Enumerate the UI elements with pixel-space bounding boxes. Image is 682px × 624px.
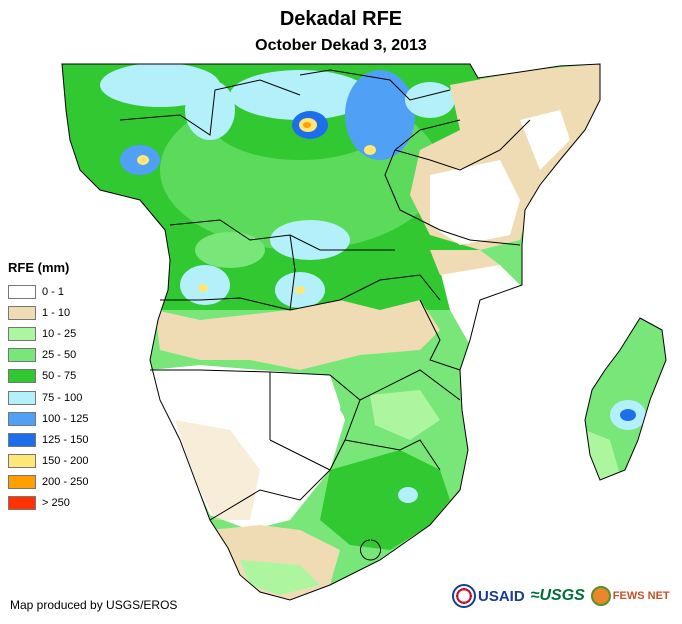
legend-label: 150 - 200: [42, 455, 89, 468]
legend-item: 125 - 150: [8, 429, 88, 450]
legend-item: 10 - 25: [8, 323, 88, 344]
legend-item: 1 - 10: [8, 302, 88, 323]
legend-swatch: [8, 326, 36, 341]
usgs-logo: ≈USGS: [530, 587, 585, 604]
legend-swatch: [8, 284, 36, 299]
legend-label: 75 - 100: [42, 391, 83, 404]
legend-title: RFE (mm): [8, 260, 70, 275]
legend-swatch: [8, 369, 36, 384]
legend-swatch: [8, 454, 36, 469]
fews-globe-icon: [590, 586, 611, 606]
legend-label: 100 - 125: [42, 412, 89, 425]
legend-item: 100 - 125: [8, 408, 88, 429]
legend-item: > 250: [8, 493, 88, 514]
legend-label: 125 - 150: [42, 433, 89, 446]
map-title: Dekadal RFE: [279, 8, 403, 30]
legend-label: 1 - 10: [42, 306, 71, 319]
legend-swatch: [8, 475, 36, 490]
legend-label: 0 - 1: [42, 285, 65, 298]
legend-swatch: [8, 305, 36, 320]
legend-item: 50 - 75: [8, 366, 88, 387]
legend-swatch: [8, 411, 36, 426]
usaid-logo: USAID: [452, 584, 525, 608]
legend-label: 10 - 25: [42, 327, 77, 340]
legend-swatch: [8, 348, 36, 363]
legend-label: 50 - 75: [42, 370, 77, 383]
legend-swatch: [8, 432, 36, 447]
logos: USAID ≈USGS FEWS NET: [452, 584, 670, 608]
country-borders: [61, 63, 667, 601]
legend-item: 0 - 1: [8, 281, 88, 302]
credit-text: Map produced by USGS/EROS: [10, 598, 178, 612]
legend: RFE (mm) 0 - 1 1 - 10 10 - 25 25 - 50 50 - 7…: [8, 260, 88, 514]
fews-net-logo: FEWS NET: [590, 586, 670, 606]
usaid-seal-icon: [452, 584, 476, 608]
legend-swatch: [8, 390, 36, 405]
legend-item: 200 - 250: [8, 472, 88, 493]
legend-item: 25 - 50: [8, 345, 88, 366]
legend-item: 150 - 200: [8, 451, 88, 472]
map-subtitle: October Dekad 3, 2013: [255, 37, 427, 54]
legend-swatch: [8, 496, 36, 511]
legend-label: 25 - 50: [42, 349, 77, 362]
legend-label: > 250: [42, 497, 70, 510]
legend-label: 200 - 250: [42, 476, 89, 489]
legend-rows: 0 - 1 1 - 10 10 - 25 25 - 50 50 - 75 75 - 100…: [8, 281, 88, 514]
legend-item: 75 - 100: [8, 387, 88, 408]
